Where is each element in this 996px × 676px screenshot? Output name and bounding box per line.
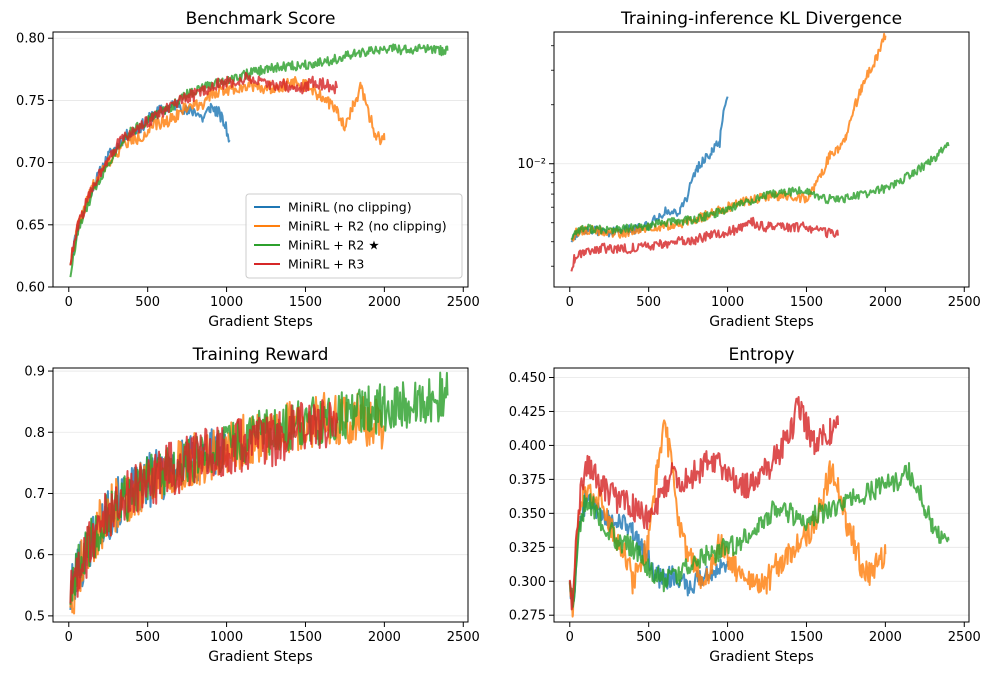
x-tick-label: 500 (636, 295, 661, 310)
y-tick-label: 0.5 (24, 609, 45, 624)
chart-panel-1: 0 500 1000 1500 2000 2500 0.60 0.65 0.70 0.75 0.80… (16, 9, 480, 330)
y-tick-label: 0.375 (509, 473, 546, 488)
x-tick-label: 0 (65, 630, 73, 645)
x-tick-label: 1000 (210, 630, 243, 645)
series-group (568, 396, 950, 618)
x-tick-label: 2000 (869, 295, 902, 310)
x-tick-label: 2000 (869, 630, 902, 645)
legend-label: MiniRL + R2 (no clipping) (288, 219, 447, 234)
axes-frame (553, 367, 970, 623)
chart-title: Training-inference KL Divergence (620, 9, 902, 29)
legend-box (245, 193, 463, 279)
x-tick-label: 2500 (447, 630, 480, 645)
y-tick-label: 10⁻² (517, 157, 546, 172)
x-axis-label: Gradient Steps (709, 649, 814, 665)
x-tick-label: 1000 (711, 295, 744, 310)
x-tick-label: 500 (135, 630, 160, 645)
series-line-minirl-r2 (568, 462, 950, 608)
y-tick-label: 0.350 (509, 507, 546, 522)
series-line-minirl-r2-no-clipping (568, 419, 887, 618)
x-tick-label: 1000 (711, 630, 744, 645)
y-tick-label: 0.400 (509, 439, 546, 454)
y-tick-label: 0.325 (509, 541, 546, 556)
axes-frame (553, 31, 970, 288)
y-tick-label: 0.6 (24, 548, 45, 563)
axes-frame (52, 31, 469, 288)
chart-panel-3: 0 500 1000 1500 2000 2500 0.5 0.6 0.7 0.8 0.9 Train… (24, 345, 480, 665)
legend-label: MiniRL (no clipping) (288, 200, 412, 215)
series-line-minirl-r3 (570, 216, 839, 272)
axes-frame (52, 367, 469, 623)
chart-panel-2: 0 500 1000 1500 2000 2500 10⁻² Training-inferen… (517, 9, 980, 330)
y-tick-label: 0.70 (16, 156, 45, 171)
y-tick-label: 0.75 (16, 94, 45, 109)
legend: MiniRL (no clipping) MiniRL + R2 (no clip… (245, 193, 463, 279)
chart-panel-4: 0 500 1000 1500 2000 2500 0.275 0.300 0.325 0.350… (509, 345, 981, 665)
series-group (69, 43, 449, 278)
y-tick-label: 0.65 (16, 218, 45, 233)
series-group (570, 32, 950, 272)
series-line-minirl-r3 (568, 396, 839, 611)
x-tick-label: 2500 (948, 630, 981, 645)
x-axis-label: Gradient Steps (208, 649, 313, 665)
x-tick-label: 2000 (368, 295, 401, 310)
series-line-minirl-r2-no-clipping (570, 32, 887, 242)
x-axis-label: Gradient Steps (208, 314, 313, 330)
x-tick-label: 1500 (790, 630, 823, 645)
x-tick-label: 1500 (289, 630, 322, 645)
y-tick-label: 0.60 (16, 281, 45, 296)
series-group (69, 371, 449, 615)
y-tick-label: 0.80 (16, 32, 45, 47)
legend-label: MiniRL + R3 (288, 257, 364, 272)
x-tick-label: 2500 (447, 295, 480, 310)
legend-label: MiniRL + R2 ★ (288, 238, 380, 253)
chart-title: Benchmark Score (186, 9, 336, 29)
y-tick-label: 0.425 (509, 405, 546, 420)
x-tick-label: 500 (135, 295, 160, 310)
series-line-minirl-r2 (570, 142, 950, 241)
y-tick-label: 0.8 (24, 426, 45, 441)
x-tick-label: 1500 (790, 295, 823, 310)
y-tick-label: 0.300 (509, 575, 546, 590)
series-line-minirl-r3 (69, 71, 338, 266)
x-axis-label: Gradient Steps (709, 314, 814, 330)
x-tick-label: 2500 (948, 295, 981, 310)
y-tick-label: 0.7 (24, 487, 45, 502)
x-tick-label: 0 (65, 295, 73, 310)
y-tick-label: 0.275 (509, 609, 546, 624)
x-tick-label: 1000 (210, 295, 243, 310)
x-tick-label: 0 (566, 295, 574, 310)
y-tick-label: 0.450 (509, 371, 546, 386)
y-tick-label: 0.9 (24, 365, 45, 380)
x-tick-label: 500 (636, 630, 661, 645)
x-tick-label: 1500 (289, 295, 322, 310)
x-tick-label: 2000 (368, 630, 401, 645)
series-line-minirl-r3 (69, 399, 338, 604)
x-tick-label: 0 (566, 630, 574, 645)
chart-title: Training Reward (192, 345, 329, 365)
chart-title: Entropy (728, 345, 794, 365)
